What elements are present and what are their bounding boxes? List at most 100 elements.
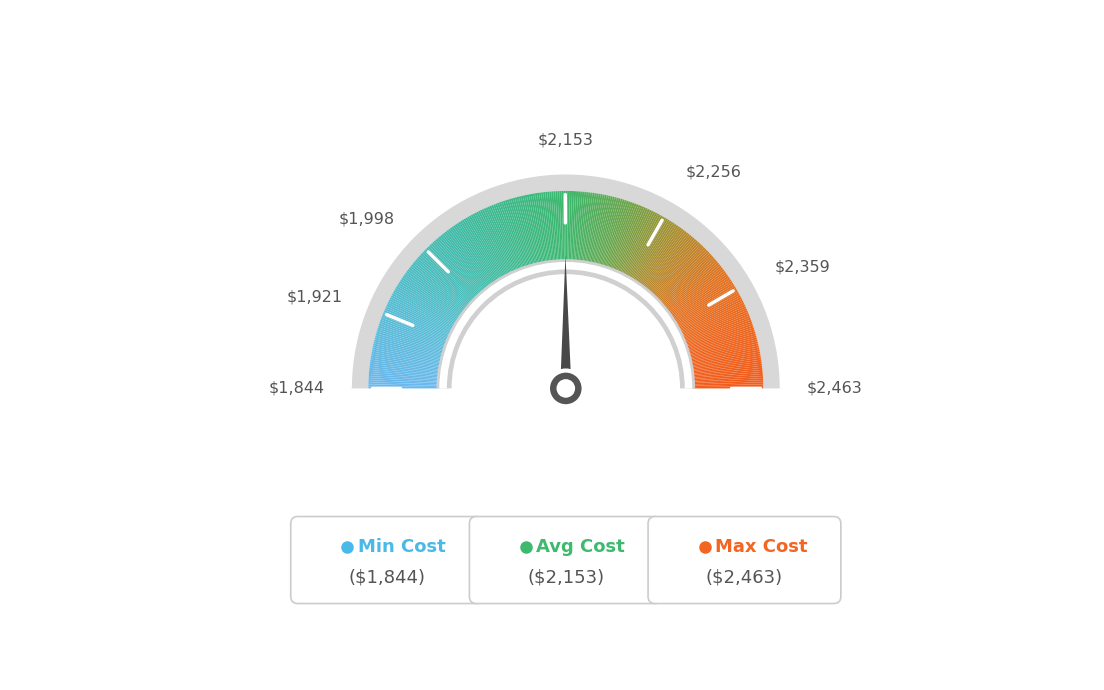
Wedge shape [683, 316, 750, 343]
Wedge shape [655, 247, 705, 299]
Text: Avg Cost: Avg Cost [537, 538, 625, 556]
Wedge shape [535, 193, 548, 263]
Wedge shape [633, 221, 671, 282]
Wedge shape [541, 193, 551, 262]
Circle shape [556, 379, 575, 397]
Wedge shape [608, 203, 635, 269]
Wedge shape [591, 195, 607, 264]
Wedge shape [371, 357, 440, 370]
Wedge shape [581, 193, 591, 262]
Wedge shape [667, 269, 724, 313]
Text: $2,463: $2,463 [807, 381, 862, 396]
Wedge shape [379, 324, 446, 348]
Wedge shape [666, 266, 722, 311]
Wedge shape [647, 236, 693, 291]
Wedge shape [590, 195, 605, 264]
Text: $2,359: $2,359 [774, 259, 830, 275]
Wedge shape [389, 299, 453, 332]
Wedge shape [499, 202, 524, 269]
Wedge shape [422, 252, 475, 302]
Wedge shape [681, 304, 745, 335]
Wedge shape [651, 243, 701, 296]
Wedge shape [691, 355, 761, 368]
Wedge shape [512, 197, 533, 266]
Wedge shape [690, 345, 758, 362]
Wedge shape [687, 329, 755, 352]
Polygon shape [560, 255, 572, 388]
Wedge shape [692, 380, 763, 384]
Wedge shape [627, 215, 662, 278]
Wedge shape [460, 221, 499, 282]
Wedge shape [585, 193, 598, 264]
Wedge shape [679, 301, 744, 333]
Wedge shape [507, 199, 529, 267]
Wedge shape [448, 228, 491, 286]
Text: ($1,844): ($1,844) [349, 569, 426, 587]
Wedge shape [571, 191, 576, 262]
Wedge shape [671, 277, 730, 318]
Wedge shape [605, 201, 629, 268]
Wedge shape [420, 255, 473, 304]
Wedge shape [630, 219, 668, 280]
Wedge shape [375, 333, 444, 354]
Wedge shape [614, 206, 643, 271]
Wedge shape [616, 207, 646, 273]
Wedge shape [436, 259, 696, 388]
Wedge shape [524, 195, 541, 264]
Wedge shape [675, 286, 735, 324]
Wedge shape [582, 193, 593, 263]
Wedge shape [637, 225, 679, 284]
Wedge shape [514, 197, 534, 266]
Wedge shape [692, 384, 763, 387]
Wedge shape [562, 191, 564, 262]
Wedge shape [388, 302, 452, 335]
Text: ($2,153): ($2,153) [528, 569, 604, 587]
Wedge shape [527, 195, 542, 264]
Wedge shape [369, 386, 439, 388]
Wedge shape [395, 288, 457, 325]
Wedge shape [604, 200, 627, 268]
Wedge shape [431, 243, 480, 296]
Wedge shape [505, 200, 528, 268]
Wedge shape [476, 212, 509, 275]
Wedge shape [671, 279, 732, 319]
Wedge shape [665, 264, 721, 310]
Wedge shape [372, 347, 442, 364]
Wedge shape [692, 370, 763, 378]
Wedge shape [596, 197, 615, 266]
Wedge shape [511, 198, 532, 266]
Wedge shape [425, 249, 476, 299]
Wedge shape [384, 308, 449, 338]
Wedge shape [369, 382, 439, 386]
Wedge shape [438, 236, 485, 291]
Wedge shape [613, 205, 640, 271]
Wedge shape [417, 256, 471, 304]
Wedge shape [371, 351, 442, 366]
Wedge shape [645, 234, 690, 290]
Wedge shape [385, 306, 450, 337]
Wedge shape [577, 192, 586, 262]
Wedge shape [689, 339, 757, 358]
Wedge shape [617, 208, 648, 273]
Wedge shape [626, 215, 661, 277]
Wedge shape [612, 204, 638, 270]
Wedge shape [690, 347, 760, 364]
Wedge shape [382, 316, 448, 343]
Wedge shape [369, 376, 439, 382]
Wedge shape [388, 301, 453, 333]
Wedge shape [690, 351, 761, 366]
Wedge shape [373, 344, 443, 361]
Wedge shape [652, 244, 702, 297]
Wedge shape [636, 224, 677, 284]
Wedge shape [670, 276, 729, 317]
Wedge shape [437, 237, 484, 293]
Wedge shape [369, 384, 439, 387]
Wedge shape [689, 337, 757, 357]
Wedge shape [380, 319, 447, 346]
Wedge shape [509, 199, 530, 267]
Wedge shape [683, 314, 750, 342]
Wedge shape [650, 241, 700, 295]
Wedge shape [378, 327, 445, 351]
Wedge shape [692, 364, 762, 374]
Wedge shape [584, 193, 596, 263]
